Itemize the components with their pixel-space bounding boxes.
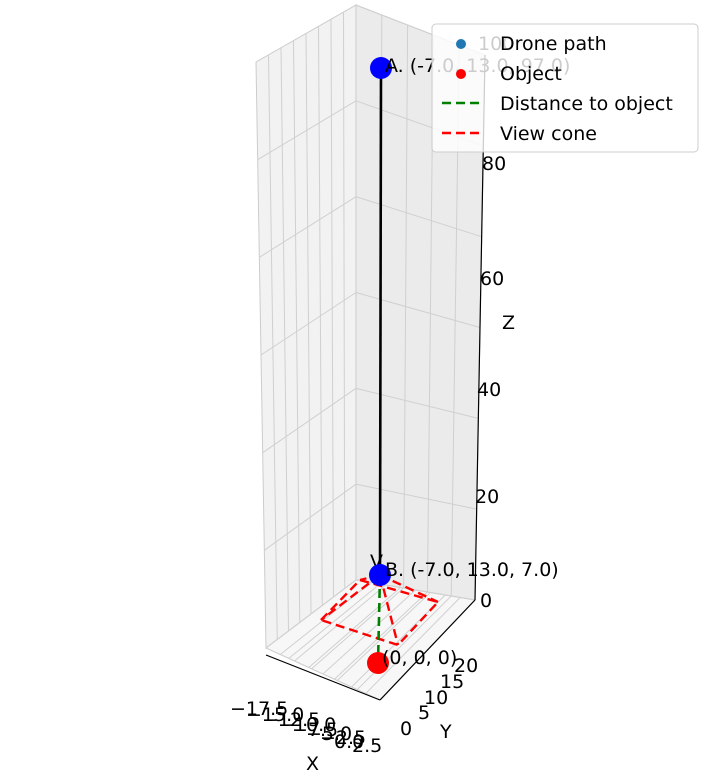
grid-line	[294, 584, 387, 662]
y-tick-label: 5	[418, 702, 430, 724]
x-tick-label: −12.5	[262, 709, 320, 731]
grid-line	[334, 591, 428, 680]
grid-line	[268, 54, 278, 640]
point-b-marker	[369, 564, 391, 586]
grid-line	[280, 47, 289, 632]
grid-line	[322, 589, 416, 675]
y-axis-label: Y	[439, 721, 452, 743]
grid-line	[343, 12, 346, 589]
grid-line	[355, 387, 479, 419]
legend-label: Drone path	[500, 33, 607, 55]
x-tick-label: −7.5	[292, 719, 338, 741]
grid-line	[311, 587, 404, 670]
legend-label: View cone	[500, 123, 597, 145]
grid-line	[288, 583, 381, 659]
y-tick-label: 0	[400, 718, 412, 740]
grid-line	[356, 595, 452, 690]
view-cone-edge	[378, 574, 400, 646]
view-cone-edge	[379, 573, 439, 604]
view-cone-edge	[320, 574, 381, 621]
x-tick-label: −15.0	[246, 704, 304, 726]
grid-line	[355, 292, 481, 328]
x-tick-label: −10.0	[278, 714, 336, 736]
x-tick-label: −17.5	[230, 698, 288, 720]
grid-line	[336, 592, 431, 681]
grid-line	[318, 26, 323, 606]
grid-line	[355, 196, 482, 238]
z-tick-label: 20	[475, 486, 499, 508]
x-ticks: −17.5 −15.0 −12.5 −10.0 −7.5 −5.0 −2.5 0…	[230, 698, 382, 757]
x-tick-label: 0.0	[334, 731, 364, 753]
y-ticks: 0 5 10 15 20	[400, 655, 478, 740]
z-axis-label: Z	[502, 312, 515, 334]
y-tick-label: 15	[440, 671, 464, 693]
grid-line	[330, 19, 334, 598]
legend-label: Distance to object	[500, 93, 673, 115]
point-b-label: B. (-7.0, 13.0, 7.0)	[385, 559, 559, 581]
grid-line	[365, 597, 461, 694]
distance-line	[376, 574, 382, 664]
point-a-marker	[370, 57, 392, 79]
object-label: (0, 0, 0)	[382, 647, 457, 669]
y-axis-line	[379, 599, 476, 701]
grid-line	[355, 483, 477, 510]
grid-line	[308, 587, 401, 668]
object-marker	[367, 652, 389, 674]
x-tick-label: 2.5	[352, 735, 382, 757]
y-tick-label: 20	[454, 655, 478, 677]
y-tick-label: 10	[424, 687, 448, 709]
legend-drone-path-icon	[456, 39, 466, 49]
x-tick-label: −2.5	[320, 727, 366, 749]
legend-label: Object	[500, 63, 562, 85]
legend: Drone path Object Distance to object Vie…	[431, 23, 699, 153]
legend-object-icon	[456, 69, 466, 79]
z-tick-label: 80	[482, 153, 506, 175]
z-tick-label: 60	[480, 268, 504, 290]
z-tick-label: 0	[480, 590, 492, 612]
left-pane	[255, 4, 357, 649]
grid-line	[305, 33, 312, 615]
drone-path-line	[378, 67, 383, 576]
grid-line	[293, 40, 301, 623]
x-axis-label: X	[306, 753, 319, 770]
grid-line	[403, 24, 409, 589]
legend-box	[431, 23, 699, 153]
z-tick-label: 40	[477, 379, 501, 401]
x-tick-label: −5.0	[306, 723, 352, 745]
x-axis-line	[265, 654, 381, 701]
